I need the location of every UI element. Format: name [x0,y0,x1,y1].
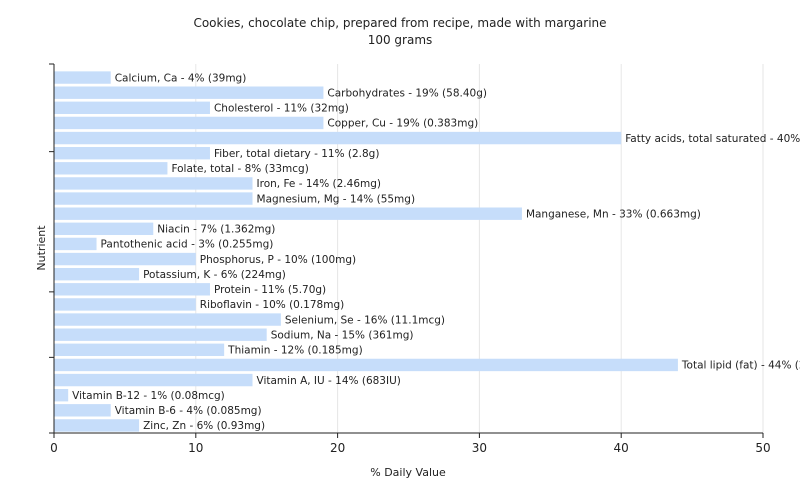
x-tick-label: 10 [188,441,203,455]
bar [54,131,622,145]
bar-label: Potassium, K - 6% (224mg) [143,269,286,281]
chart-subtitle: 100 grams [368,33,433,47]
bar [54,328,267,341]
bar-label: Fiber, total dietary - 11% (2.8g) [214,148,379,160]
bar-label: Zinc, Zn - 6% (0.93mg) [143,420,265,432]
bar [54,419,140,432]
bar [54,283,210,296]
x-tick-label: 0 [50,441,58,455]
bar [54,162,168,175]
bar [54,267,140,281]
bar [54,298,196,311]
bar-label: Pantothenic acid - 3% (0.255mg) [101,239,274,251]
bar [54,146,210,160]
bar-label: Vitamin B-12 - 1% (0.08mcg) [72,390,225,402]
bar-label: Total lipid (fat) - 44% (28.30g) [681,360,800,372]
x-tick-label: 30 [472,441,487,455]
bar-label: Copper, Cu - 19% (0.383mg) [327,118,478,130]
bar-label: Iron, Fe - 14% (2.46mg) [257,178,381,190]
bar-label: Riboflavin - 10% (0.178mg) [200,299,344,311]
bar [54,343,225,357]
bar [54,86,324,99]
grid [195,64,764,433]
bar-label: Vitamin B-6 - 4% (0.085mg) [115,405,262,417]
bar-label: Carbohydrates - 19% (58.40g) [327,87,487,99]
bar [54,101,210,115]
bar-label: Phosphorus, P - 10% (100mg) [200,254,356,266]
x-axis-label: % Daily Value [370,466,446,479]
bar [54,71,111,84]
bar [54,192,253,205]
bar-label: Sodium, Na - 15% (361mg) [271,329,414,341]
bar [54,177,253,190]
bar-label: Niacin - 7% (1.362mg) [157,224,275,236]
bar-label: Calcium, Ca - 4% (39mg) [115,72,247,84]
bar-label: Protein - 11% (5.70g) [214,284,326,296]
bars: Calcium, Ca - 4% (39mg) Carbohydrates - 1… [54,71,800,432]
bar-label: Manganese, Mn - 33% (0.663mg) [526,208,701,220]
bar [54,404,111,417]
bar [54,237,97,251]
bar-label: Vitamin A, IU - 14% (683IU) [257,375,401,387]
chart-title: Cookies, chocolate chip, prepared from r… [193,16,606,30]
bar [54,222,154,236]
x-tick-label: 20 [330,441,345,455]
bar [54,313,281,326]
bar [54,358,678,372]
bar [54,116,324,130]
bar [54,388,69,402]
bar [54,207,522,220]
bar-label: Selenium, Se - 16% (11.1mcg) [285,314,445,326]
bar [54,373,253,387]
bar-label: Thiamin - 12% (0.185mg) [227,345,363,357]
bar-label: Cholesterol - 11% (32mg) [214,103,349,115]
axes: 0 10 20 30 40 50 [49,63,771,455]
y-axis-label: Nutrient [35,225,48,271]
x-tick-label: 40 [614,441,629,455]
bar [54,252,196,266]
bar-label: Magnesium, Mg - 14% (55mg) [257,193,416,205]
bar-label: Folate, total - 8% (33mcg) [171,163,308,175]
x-tick-label: 50 [755,441,770,455]
bar-label: Fatty acids, total saturated - 40% (8.07… [625,133,800,145]
